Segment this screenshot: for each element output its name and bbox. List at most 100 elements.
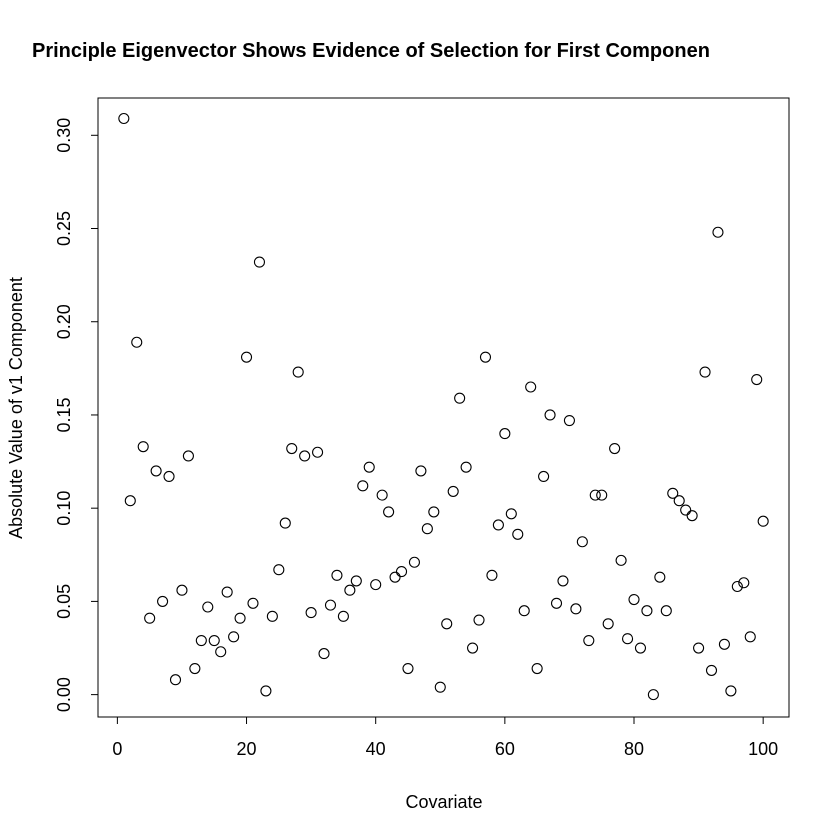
- data-point: [234, 612, 246, 624]
- y-tick-label: 0.20: [54, 304, 74, 339]
- data-point: [208, 635, 220, 647]
- data-point: [454, 392, 466, 404]
- data-point: [163, 470, 175, 483]
- data-point: [757, 515, 769, 527]
- data-point: [137, 441, 149, 453]
- data-point: [557, 575, 569, 587]
- x-tick-label: 40: [366, 739, 386, 759]
- data-point: [634, 642, 647, 654]
- data-point: [221, 586, 233, 598]
- data-point: [654, 571, 666, 583]
- x-tick-label: 60: [495, 739, 515, 759]
- data-point: [583, 635, 595, 647]
- data-point: [731, 580, 743, 593]
- data-point: [705, 664, 718, 676]
- data-point: [337, 610, 349, 622]
- data-point: [744, 631, 756, 643]
- data-point: [615, 554, 627, 566]
- data-point: [428, 506, 440, 518]
- data-point: [441, 618, 453, 630]
- data-point: [312, 446, 324, 458]
- data-point: [286, 442, 298, 455]
- data-point: [479, 351, 492, 363]
- data-point: [247, 597, 259, 609]
- data-point: [699, 366, 711, 378]
- data-point: [421, 523, 433, 535]
- data-point: [518, 605, 530, 617]
- data-point: [525, 381, 537, 393]
- data-point: [725, 685, 737, 697]
- data-point: [124, 495, 136, 507]
- y-tick-label: 0.00: [54, 677, 74, 712]
- data-point: [415, 465, 427, 477]
- data-point: [609, 442, 621, 455]
- data-point: [305, 607, 317, 619]
- data-point: [680, 504, 692, 516]
- data-point: [641, 605, 653, 617]
- y-tick-label: 0.25: [54, 211, 74, 246]
- data-point: [279, 517, 291, 529]
- data-point: [622, 633, 634, 645]
- y-tick-label: 0.10: [54, 491, 74, 526]
- data-point: [118, 112, 130, 125]
- data-point: [202, 601, 214, 613]
- data-point: [434, 681, 446, 693]
- data-point: [260, 685, 272, 697]
- data-point: [350, 575, 362, 587]
- data-point: [460, 461, 472, 473]
- data-point: [486, 569, 498, 581]
- data-point: [718, 638, 730, 650]
- data-point: [228, 631, 240, 643]
- x-axis: 0 20 40 60 80 100: [112, 716, 778, 759]
- data-point: [467, 642, 479, 654]
- data-point: [660, 605, 672, 617]
- data-point: [189, 662, 201, 675]
- y-tick-label: 0.05: [54, 584, 74, 619]
- data-point: [751, 373, 763, 386]
- data-point: [647, 689, 659, 701]
- data-point: [266, 610, 278, 622]
- data-point: [324, 599, 337, 611]
- data-point: [389, 571, 401, 583]
- chart-title: Principle Eigenvector Shows Evidence of …: [32, 40, 710, 62]
- x-tick-label: 100: [748, 739, 778, 759]
- data-point: [712, 226, 724, 238]
- data-point: [531, 662, 543, 675]
- data-point: [150, 465, 162, 477]
- data-point: [499, 428, 511, 440]
- data-point: [176, 584, 188, 596]
- data-point: [299, 450, 311, 462]
- data-point: [131, 336, 143, 348]
- data-point: [589, 489, 601, 501]
- data-point: [363, 461, 375, 473]
- data-point: [738, 577, 750, 589]
- data-point: [240, 351, 253, 363]
- data-point: [273, 564, 285, 576]
- data-point: [673, 495, 685, 507]
- data-point: [215, 646, 227, 658]
- data-point: [602, 618, 614, 630]
- data-point: [402, 662, 414, 675]
- y-axis: 0.00 0.05 0.10 0.15 0.20 0.25 0.30: [54, 118, 99, 712]
- data-point: [383, 506, 395, 518]
- data-point: [570, 603, 582, 615]
- data-point: [538, 470, 550, 483]
- data-point: [182, 450, 194, 462]
- data-point: [292, 366, 304, 378]
- data-points: [118, 112, 769, 701]
- y-tick-label: 0.15: [54, 397, 74, 432]
- data-point: [395, 566, 408, 578]
- data-point: [169, 674, 182, 686]
- data-point: [563, 415, 575, 427]
- data-point: [473, 614, 485, 626]
- data-point: [492, 519, 504, 531]
- plot-frame: [97, 97, 790, 718]
- y-tick-label: 0.30: [54, 118, 74, 153]
- data-point: [344, 584, 356, 596]
- data-point: [447, 485, 459, 497]
- x-tick-label: 20: [237, 739, 257, 759]
- data-point: [331, 569, 343, 581]
- data-point: [408, 556, 420, 568]
- data-point: [576, 536, 588, 548]
